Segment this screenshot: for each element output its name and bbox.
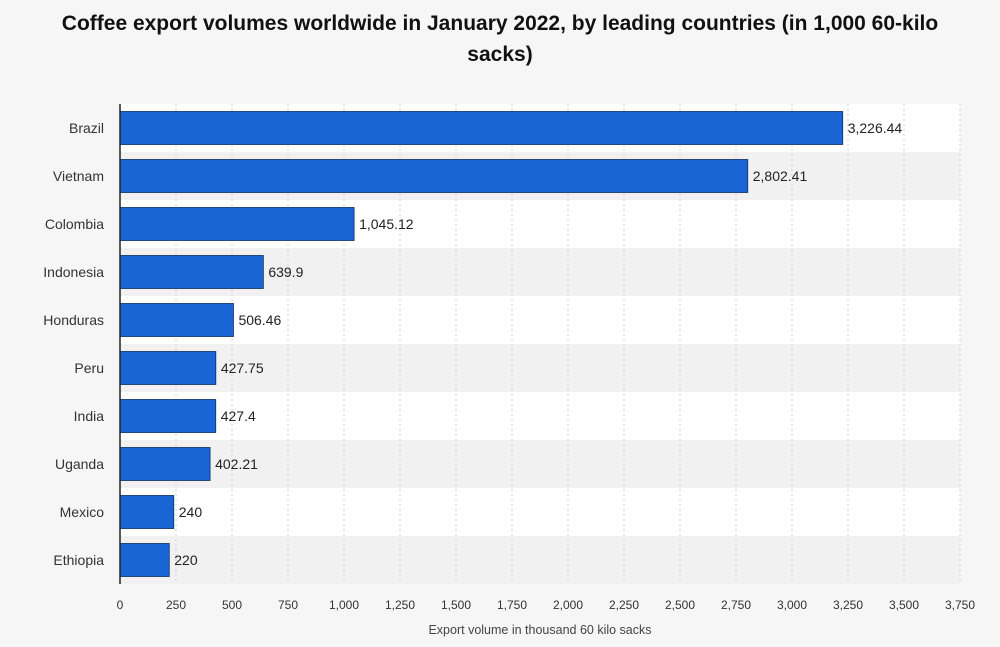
bar [119, 207, 355, 241]
x-axis-title: Export volume in thousand 60 kilo sacks [428, 623, 651, 637]
category-label: Brazil [69, 120, 104, 136]
bar [119, 495, 175, 529]
value-label: 240 [179, 504, 203, 520]
category-label: Vietnam [53, 168, 104, 184]
value-label: 1,045.12 [359, 216, 414, 232]
x-tick-label: 750 [278, 598, 298, 612]
x-tick-label: 2,000 [553, 598, 583, 612]
x-tick-label: 1,000 [329, 598, 359, 612]
row-band [120, 536, 960, 584]
bar [119, 351, 217, 385]
x-tick-label: 500 [222, 598, 242, 612]
category-label: Honduras [43, 312, 104, 328]
bar [119, 399, 217, 433]
x-tick-label: 2,250 [609, 598, 639, 612]
x-tick-label: 1,250 [385, 598, 415, 612]
category-label: Indonesia [43, 264, 104, 280]
category-label: Mexico [60, 504, 105, 520]
bar [119, 543, 170, 577]
row-band [120, 440, 960, 488]
value-label: 402.21 [215, 456, 258, 472]
category-label: India [74, 408, 105, 424]
x-tick-label: 2,500 [665, 598, 695, 612]
bar [119, 159, 749, 193]
x-tick-label: 3,750 [945, 598, 975, 612]
value-label: 506.46 [238, 312, 281, 328]
x-tick-label: 1,500 [441, 598, 471, 612]
row-band [120, 392, 960, 440]
x-tick-label: 0 [117, 598, 124, 612]
category-label: Ethiopia [53, 552, 104, 568]
x-tick-label: 3,250 [833, 598, 863, 612]
x-tick-label: 3,500 [889, 598, 919, 612]
bar [119, 111, 844, 145]
row-band [120, 488, 960, 536]
value-label: 639.9 [268, 264, 303, 280]
x-tick-label: 3,000 [777, 598, 807, 612]
x-tick-label: 250 [166, 598, 186, 612]
category-label: Colombia [45, 216, 104, 232]
bar [119, 303, 234, 337]
chart-title: Coffee export volumes worldwide in Janua… [61, 12, 939, 66]
category-label: Peru [74, 360, 104, 376]
bar [119, 255, 264, 289]
value-label: 427.4 [221, 408, 256, 424]
x-tick-label: 2,750 [721, 598, 751, 612]
row-band [120, 296, 960, 344]
value-label: 427.75 [221, 360, 264, 376]
x-tick-label: 1,750 [497, 598, 527, 612]
bar [119, 447, 211, 481]
value-label: 3,226.44 [848, 120, 903, 136]
row-band [120, 344, 960, 392]
value-label: 2,802.41 [753, 168, 808, 184]
category-label: Uganda [55, 456, 104, 472]
value-label: 220 [174, 552, 198, 568]
